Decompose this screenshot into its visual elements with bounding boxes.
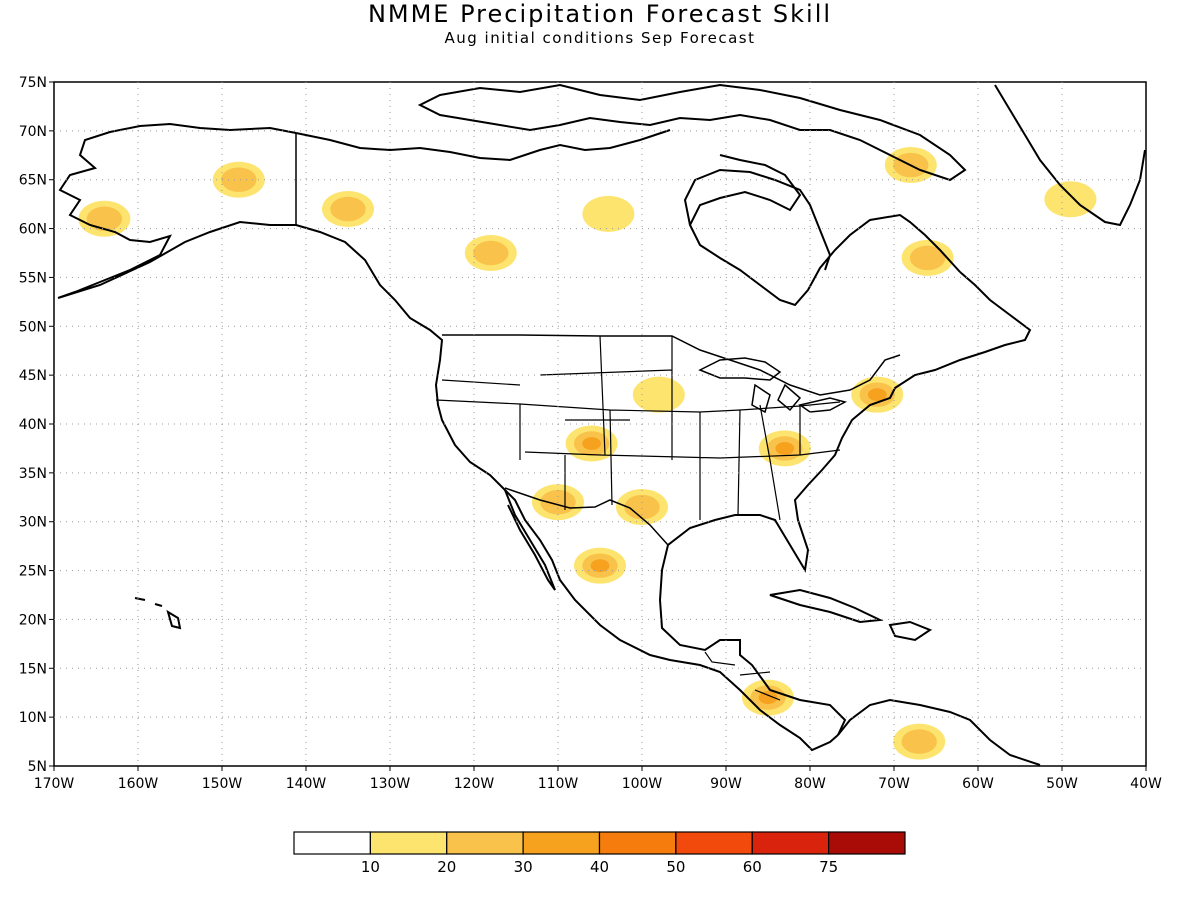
colorbar-label: 75 [819,858,838,876]
longitude-labels: 170W 160W 150W 140W 130W 120W 110W 100W 90W 80W 70… [34,766,1162,792]
colorbar-swatch [522,831,601,855]
skill-blob-great-plains-1 [632,376,685,413]
colorbar-swatch [369,831,448,855]
skill-blob-texas-2 [624,494,660,520]
lat-label: 50N [19,319,47,335]
lat-label: 15N [19,661,47,677]
central-america-borders [704,651,781,701]
graticule-grid [54,82,1146,766]
lat-label: 10N [19,710,47,726]
baja-coastline [504,489,556,591]
east-coastline [658,271,1032,736]
lon-label: 140W [286,776,327,792]
colorbar-swatch [598,831,677,855]
skill-blob-alaska-west-2 [86,206,123,232]
great-lakes [698,357,848,414]
lon-label: 90W [710,776,742,792]
skill-blob-four-corners-3 [582,437,601,451]
skill-blob-hudson-region-1 [582,195,635,232]
skill-blob-alaska-central-2 [221,167,257,192]
west-coastline [295,224,839,752]
skill-shading-layer [78,147,1097,760]
lon-label: 40W [1130,776,1162,792]
lon-label: 100W [622,776,663,792]
latitude-labels: 75N 70N 65N 60N 55N 50N 45N 40N 35N 30N 25N 20N 15N 1… [19,75,54,775]
skill-blob-northern-bc-2 [473,240,509,266]
lon-label: 120W [454,776,495,792]
lon-label: 110W [538,776,579,792]
lon-label: 50W [1046,776,1078,792]
colorbar-swatch [446,831,524,855]
arctic-islands [417,83,967,182]
colorbar-label: 40 [590,858,609,876]
colorbar-label: 60 [743,858,762,876]
lat-label: 65N [19,173,47,189]
south-america-coastline [837,698,1041,766]
lat-label: 5N [28,759,47,775]
lon-label: 160W [118,776,159,792]
lon-label: 170W [34,776,75,792]
skill-blob-appalachians-3 [775,441,795,455]
lon-label: 60W [962,776,994,792]
alaska-coastline [57,122,297,299]
political-borders-layer [295,133,901,701]
colorbar-label: 20 [437,858,456,876]
labrador-coastline [688,154,961,307]
lat-label: 70N [19,124,47,140]
hawaii-islands [134,597,182,630]
skill-blob-sierra-madre-3 [590,559,610,573]
colorbar-label: 10 [361,858,380,876]
lat-label: 60N [19,222,47,238]
skill-blob-central-america-3 [758,691,778,705]
skill-blob-new-england-3 [867,388,887,402]
lat-label: 55N [19,270,47,286]
us-mexico-border [504,487,669,546]
colorbar-swatch [293,831,371,855]
skill-blob-yukon-2 [330,196,366,222]
lat-label: 75N [19,75,47,91]
map-title: NMME Precipitation Forecast Skill [367,0,833,28]
greenland-coastline [994,84,1146,227]
colorbar-label: 50 [666,858,685,876]
lon-label: 80W [794,776,826,792]
lat-label: 30N [19,515,47,531]
lat-label: 35N [19,466,47,482]
skill-blob-venezuela-2 [901,729,937,754]
map-subtitle: Aug initial conditions Sep Forecast [444,29,756,47]
lat-label: 20N [19,612,47,628]
arctic-coastline [295,129,671,162]
colorbar-label: 30 [514,858,533,876]
hudson-bay-coastline [683,168,832,271]
colorbar-swatch [828,831,906,855]
cuba-coastline [769,588,884,624]
lat-label: 40N [19,417,47,433]
skill-blob-ungava-2 [909,245,946,271]
colorbar-swatch [751,831,830,855]
lat-label: 25N [19,564,47,580]
lon-label: 150W [202,776,243,792]
hispaniola-coastline [888,620,933,642]
lon-label: 130W [370,776,411,792]
us-state-borders [435,335,841,521]
lat-label: 45N [19,368,47,384]
colorbar: 10 20 30 40 50 60 75 [293,831,906,876]
colorbar-swatch [675,831,753,855]
lon-label: 70W [878,776,910,792]
